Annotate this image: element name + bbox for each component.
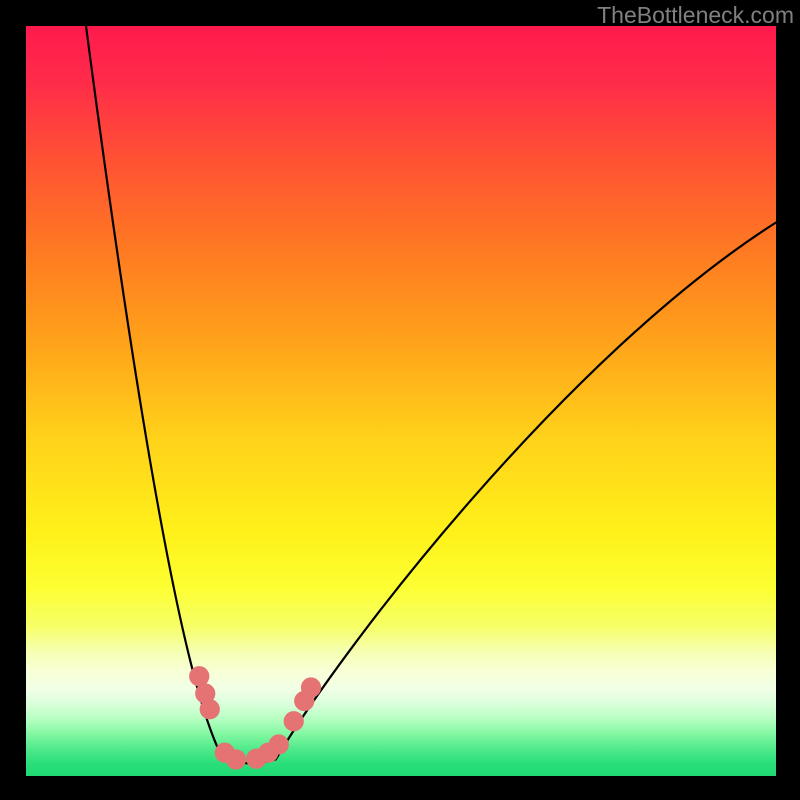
plot-area [26, 26, 776, 776]
data-marker [301, 678, 320, 697]
chart-frame: TheBottleneck.com [0, 0, 800, 800]
data-marker [226, 750, 245, 769]
border-left [0, 0, 26, 800]
data-marker [269, 735, 288, 754]
gradient-background [26, 26, 776, 776]
watermark-text: TheBottleneck.com [597, 2, 794, 29]
border-right [776, 0, 800, 800]
chart-svg [26, 26, 776, 776]
data-marker [200, 700, 219, 719]
data-marker [190, 667, 209, 686]
border-bottom [0, 776, 800, 800]
data-marker [284, 712, 303, 731]
